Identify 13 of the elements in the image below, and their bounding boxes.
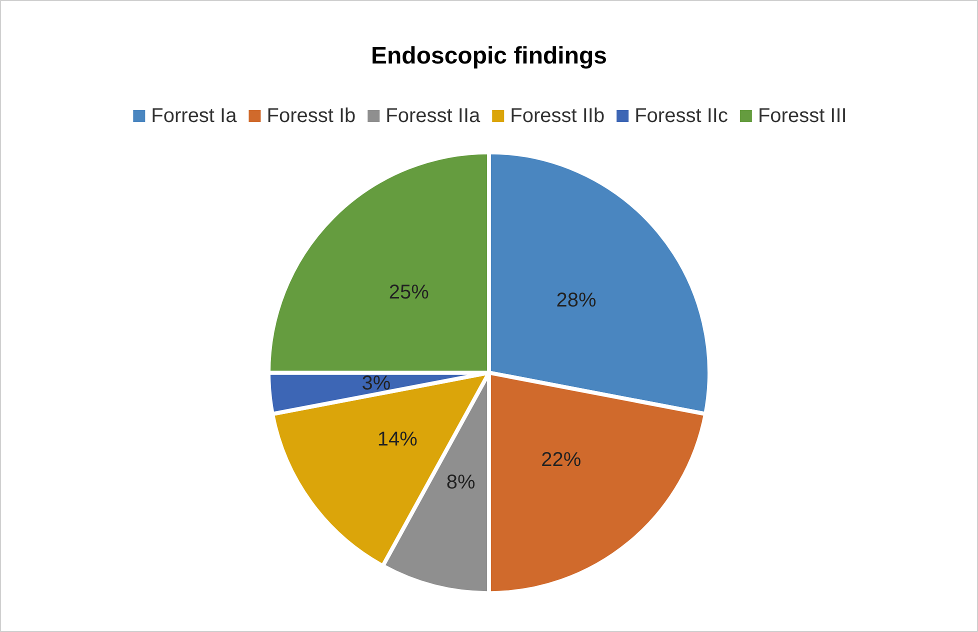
chart-title: Endoscopic findings <box>370 42 608 70</box>
data-label: 22% <box>541 448 582 471</box>
legend-label: Foresst IIa <box>386 105 481 127</box>
legend-label: Foresst IIb <box>510 105 605 127</box>
data-label: 14% <box>377 428 418 450</box>
data-label: 3% <box>362 372 391 394</box>
legend-label: Foresst Ib <box>266 105 356 127</box>
data-label: 25% <box>388 282 430 304</box>
legend-label: Forrest Ia <box>151 105 238 127</box>
data-label: 8% <box>446 471 476 494</box>
legend-label: Foresst IIc <box>634 105 728 127</box>
legend-label: Foresst III <box>758 105 847 127</box>
data-label: 28% <box>556 290 596 312</box>
